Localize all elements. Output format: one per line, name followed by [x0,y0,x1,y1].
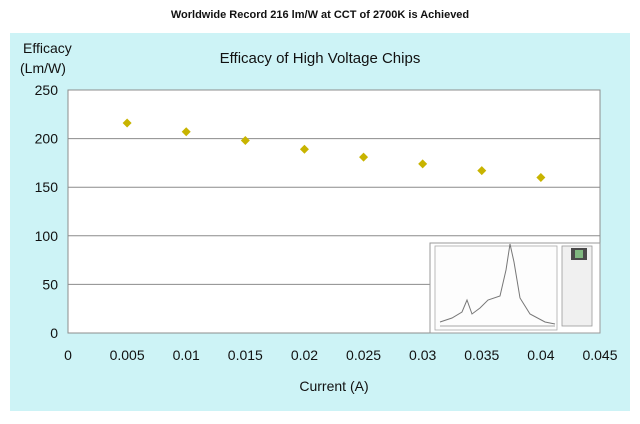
x-tick-label: 0.025 [346,347,381,363]
y-tick-label: 250 [35,82,59,98]
x-tick-label: 0.03 [409,347,436,363]
y-tick-label: 200 [35,131,59,147]
x-tick-label: 0.01 [173,347,200,363]
data-point [359,152,369,162]
spectrum-inset-image [429,242,601,334]
x-axis-label: Current (A) [299,378,368,394]
x-tick-label: 0.005 [110,347,145,363]
data-point [536,172,546,182]
y-tick-label: 150 [35,179,59,195]
y-axis-label-line1: Efficacy [23,40,72,56]
y-tick-label: 100 [35,228,59,244]
data-point [477,166,487,176]
data-point [181,127,191,137]
y-tick-label: 50 [42,276,58,292]
x-tick-label: 0.02 [291,347,318,363]
page-headline: Worldwide Record 216 lm/W at CCT of 2700… [170,9,470,21]
x-tick-label: 0.015 [228,347,263,363]
x-tick-label: 0.045 [582,347,617,363]
data-point [240,136,250,146]
data-point [299,144,309,154]
data-point [122,118,132,128]
x-tick-label: 0 [64,347,72,363]
data-point [418,159,428,169]
x-tick-label: 0.035 [464,347,499,363]
chart-title: Efficacy of High Voltage Chips [220,50,421,67]
y-tick-label: 0 [50,325,58,341]
x-tick-label: 0.04 [527,347,554,363]
y-axis-label-line2: (Lm/W) [20,60,66,76]
